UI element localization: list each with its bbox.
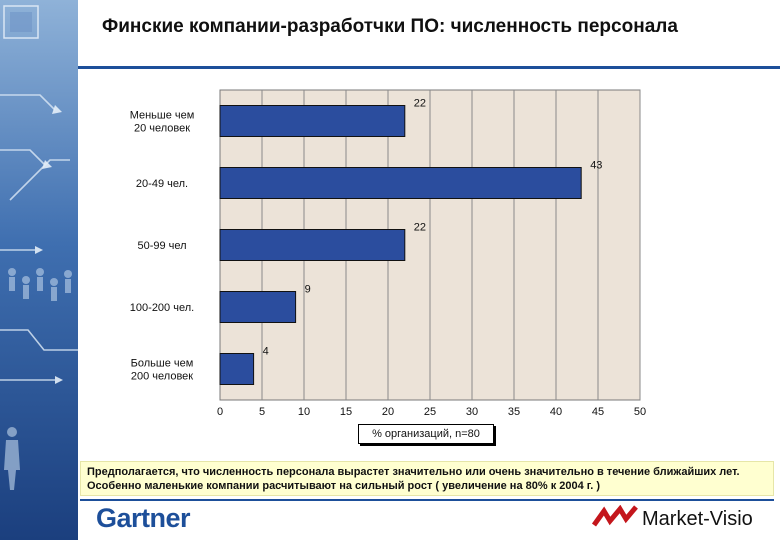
bar-chart: Меньше чем 20 человек 20-49 чел. 50-99 чел 1… — [130, 89, 646, 415]
category-label: Меньше чем 20 человек — [130, 110, 195, 135]
x-tick-label: 45 — [592, 406, 604, 415]
category-label: 20-49 чел. — [136, 178, 188, 190]
x-tick-label: 35 — [508, 406, 520, 415]
bar — [219, 167, 582, 199]
x-tick-label: 50 — [634, 406, 646, 415]
x-tick-label: 5 — [259, 406, 265, 415]
page-title: Финские компании-разработчки ПО: численн… — [102, 16, 678, 37]
x-tick-labels: 0 5 10 15 20 25 30 35 40 45 50 — [217, 406, 646, 415]
category-label: Больше чем 200 человек — [131, 358, 194, 383]
x-tick-label: 20 — [382, 406, 394, 415]
market-visio-logo-text: Market-Visio — [642, 508, 753, 530]
decorative-sidebar — [0, 0, 78, 540]
value-label: 22 — [414, 221, 426, 233]
value-label: 43 — [590, 159, 602, 171]
market-visio-icon — [592, 505, 638, 527]
value-labels: 22 43 22 9 4 — [263, 97, 603, 357]
category-labels: Меньше чем 20 человек 20-49 чел. 50-99 чел 1… — [130, 110, 195, 383]
x-tick-label: 25 — [424, 406, 436, 415]
value-label: 9 — [305, 283, 311, 295]
title-rule — [78, 66, 780, 69]
bar — [219, 291, 297, 323]
x-tick-label: 10 — [298, 406, 310, 415]
gartner-logo: Gartner — [96, 503, 191, 533]
bars — [219, 105, 582, 385]
bar — [219, 105, 406, 137]
x-tick-label: 40 — [550, 406, 562, 415]
x-tick-label: 0 — [217, 406, 223, 415]
value-label: 22 — [414, 97, 426, 109]
x-tick-label: 30 — [466, 406, 478, 415]
x-tick-label: 15 — [340, 406, 352, 415]
x-axis-title: % организаций, n=80 — [358, 424, 494, 444]
value-label: 4 — [263, 345, 269, 357]
category-label: 100-200 чел. — [130, 302, 194, 314]
bar — [219, 353, 255, 385]
bar — [219, 229, 406, 261]
footer-rule — [80, 499, 774, 501]
category-label: 50-99 чел — [137, 240, 186, 252]
note-box: Предполагается, что численность персонал… — [80, 461, 774, 496]
